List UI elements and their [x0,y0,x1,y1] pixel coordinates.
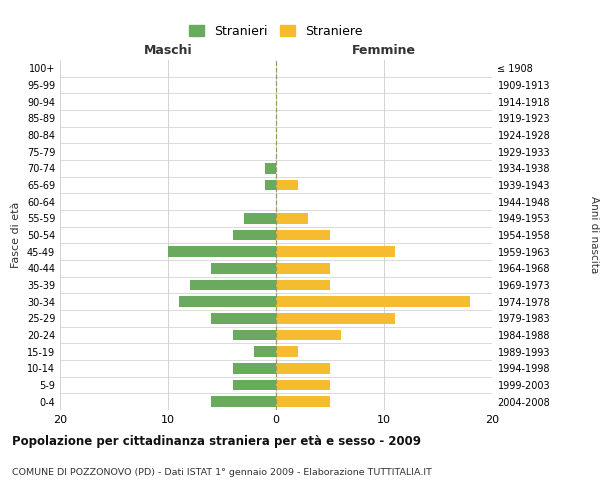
Bar [190,280,276,290]
Bar [276,313,395,324]
Text: COMUNE DI POZZONOVO (PD) - Dati ISTAT 1° gennaio 2009 - Elaborazione TUTTITALIA.: COMUNE DI POZZONOVO (PD) - Dati ISTAT 1°… [12,468,432,477]
Bar [211,263,276,274]
Bar [276,380,330,390]
Bar [254,346,276,357]
Y-axis label: Fasce di età: Fasce di età [11,202,21,268]
Text: Maschi: Maschi [143,44,193,57]
Text: Popolazione per cittadinanza straniera per età e sesso - 2009: Popolazione per cittadinanza straniera p… [12,435,421,448]
Bar [168,246,276,257]
Bar [233,230,276,240]
Bar [276,296,470,307]
Bar [276,330,341,340]
Bar [233,363,276,374]
Bar [211,313,276,324]
Bar [276,396,330,407]
Bar [276,363,330,374]
Bar [276,263,330,274]
Bar [276,280,330,290]
Bar [265,163,276,174]
Text: Femmine: Femmine [352,44,416,57]
Text: Anni di nascita: Anni di nascita [589,196,599,274]
Bar [276,213,308,224]
Bar [233,380,276,390]
Bar [276,346,298,357]
Bar [276,230,330,240]
Bar [233,330,276,340]
Bar [211,396,276,407]
Legend: Stranieri, Straniere: Stranieri, Straniere [185,21,367,42]
Bar [179,296,276,307]
Bar [276,180,298,190]
Bar [276,246,395,257]
Bar [244,213,276,224]
Bar [265,180,276,190]
